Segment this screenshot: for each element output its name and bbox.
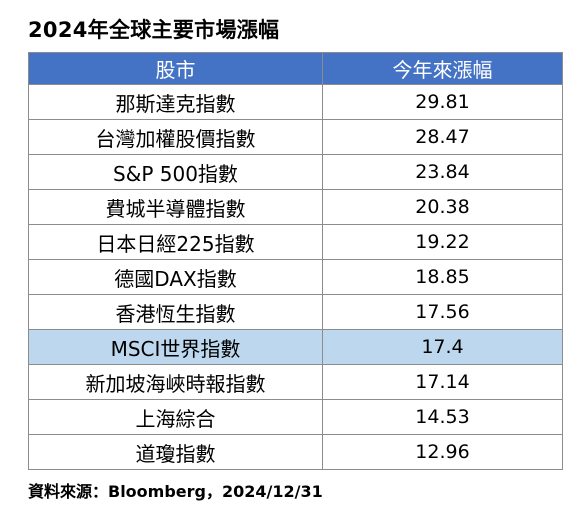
- table-row: 德國DAX指數 18.85: [28, 259, 563, 295]
- market-gains-table: 股市 今年來漲幅 那斯達克指數 29.81 台灣加權股價指數 28.47 S&P 500…: [28, 52, 563, 470]
- gain-value-cell: 18.85: [322, 259, 563, 295]
- table-row: 上海綜合 14.53: [28, 399, 563, 435]
- market-name-cell: 香港恆生指數: [28, 294, 323, 330]
- chart-title: 2024年全球主要市場漲幅: [28, 18, 280, 42]
- table-row: S&P 500指數 23.84: [28, 154, 563, 190]
- column-header-ytd-gain: 今年來漲幅: [322, 52, 563, 85]
- market-name-cell: 費城半導體指數: [28, 189, 323, 225]
- gain-value-cell: 17.56: [322, 294, 563, 330]
- table-row: 台灣加權股價指數 28.47: [28, 119, 563, 155]
- market-name-cell: S&P 500指數: [28, 154, 323, 190]
- table-row-highlighted: MSCI世界指數 17.4: [28, 329, 563, 365]
- market-name-cell: 德國DAX指數: [28, 259, 323, 295]
- market-name-cell: 那斯達克指數: [28, 84, 323, 120]
- market-name-cell: 上海綜合: [28, 399, 323, 435]
- gain-value-cell: 14.53: [322, 399, 563, 435]
- table-row: 日本日經225指數 19.22: [28, 224, 563, 260]
- market-name-cell: 台灣加權股價指數: [28, 119, 323, 155]
- market-name-cell: 新加坡海峽時報指數: [28, 364, 323, 400]
- gain-value-cell: 17.14: [322, 364, 563, 400]
- source-note: 資料來源：Bloomberg，2024/12/31: [28, 482, 323, 501]
- gain-value-cell: 23.84: [322, 154, 563, 190]
- gain-value-cell: 12.96: [322, 434, 563, 470]
- gain-value-cell: 19.22: [322, 224, 563, 260]
- gain-value-cell: 29.81: [322, 84, 563, 120]
- table-row: 費城半導體指數 20.38: [28, 189, 563, 225]
- market-name-cell: 道瓊指數: [28, 434, 323, 470]
- market-name-cell: 日本日經225指數: [28, 224, 323, 260]
- market-name-cell: MSCI世界指數: [28, 329, 323, 365]
- gain-value-cell: 17.4: [322, 329, 563, 365]
- column-header-market: 股市: [28, 52, 323, 85]
- table-row: 新加坡海峽時報指數 17.14: [28, 364, 563, 400]
- table-row: 香港恆生指數 17.56: [28, 294, 563, 330]
- gain-value-cell: 20.38: [322, 189, 563, 225]
- table-row: 道瓊指數 12.96: [28, 434, 563, 470]
- table-row: 那斯達克指數 29.81: [28, 84, 563, 120]
- table-body: 那斯達克指數 29.81 台灣加權股價指數 28.47 S&P 500指數 23.84 費城…: [28, 84, 563, 470]
- gain-value-cell: 28.47: [322, 119, 563, 155]
- table-header-row: 股市 今年來漲幅: [28, 52, 563, 85]
